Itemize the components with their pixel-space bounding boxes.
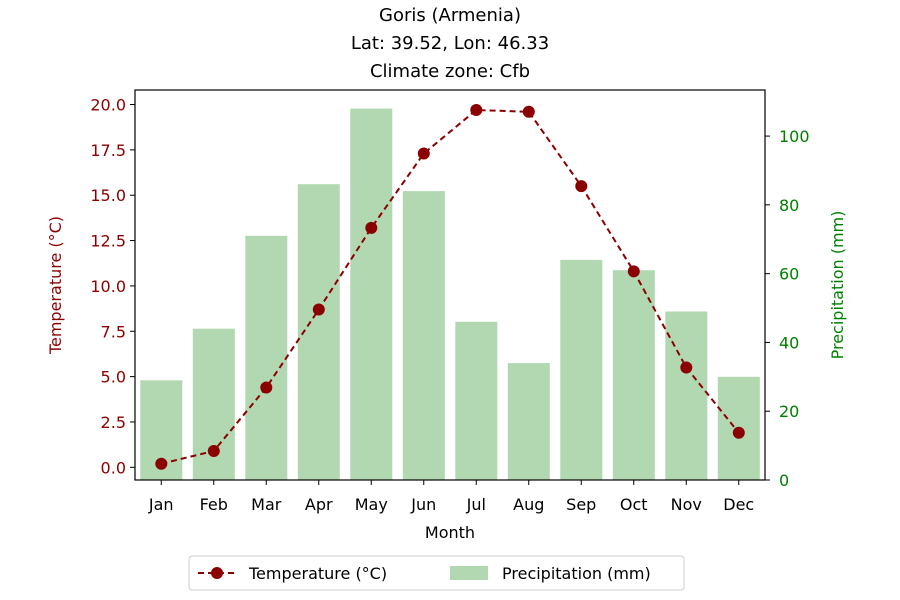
right-y-tick-label-4: 80 bbox=[779, 196, 799, 215]
left-y-tick-label-3: 7.5 bbox=[101, 322, 126, 341]
right-y-tick-label-3: 60 bbox=[779, 265, 799, 284]
x-axis-label: Month bbox=[425, 523, 475, 542]
legend-box bbox=[188, 555, 685, 591]
left-y-tick-label-6: 15.0 bbox=[90, 186, 126, 205]
temperature-point-nov bbox=[680, 361, 693, 374]
left-y-tick-label-1: 2.5 bbox=[101, 413, 126, 432]
chart-title-line-3: Climate zone: Cfb bbox=[370, 61, 530, 82]
right-y-axis: 0 20 40 60 80 100 bbox=[765, 127, 810, 490]
left-y-tick-label-7: 17.5 bbox=[90, 141, 126, 160]
precipitation-bar-jun bbox=[402, 191, 445, 480]
right-y-tick-label-1: 20 bbox=[779, 402, 799, 421]
x-tick-label-jul: Jul bbox=[466, 495, 486, 514]
left-y-tick-label-0: 0.0 bbox=[101, 458, 126, 477]
temperature-point-oct bbox=[627, 265, 640, 278]
temperature-point-may bbox=[365, 221, 378, 234]
chart-title: Goris (Armenia) Lat: 39.52, Lon: 46.33 C… bbox=[351, 5, 549, 82]
legend-precipitation-label: Precipitation (mm) bbox=[502, 564, 651, 583]
legend-temperature-label: Temperature (°C) bbox=[248, 564, 387, 583]
precipitation-bars bbox=[140, 108, 760, 480]
temperature-point-feb bbox=[207, 445, 220, 457]
x-tick-label-oct: Oct bbox=[620, 495, 648, 514]
x-tick-label-feb: Feb bbox=[200, 495, 228, 514]
precipitation-bar-apr bbox=[297, 184, 340, 480]
precipitation-bar-nov bbox=[665, 311, 708, 480]
chart-title-line-1: Goris (Armenia) bbox=[379, 5, 521, 26]
x-tick-label-dec: Dec bbox=[723, 495, 754, 514]
x-tick-label-sep: Sep bbox=[566, 495, 596, 514]
left-y-tick-label-8: 20.0 bbox=[90, 96, 126, 115]
left-y-tick-label-5: 12.5 bbox=[90, 232, 126, 251]
legend: Temperature (°C) Precipitation (mm) bbox=[188, 555, 685, 591]
right-y-tick-label-5: 100 bbox=[779, 127, 810, 146]
temperature-point-jan bbox=[155, 457, 168, 470]
left-y-tick-label-2: 5.0 bbox=[101, 368, 126, 387]
precipitation-bar-feb bbox=[192, 328, 235, 480]
right-y-axis-label: Precipitation (mm) bbox=[828, 211, 847, 360]
temperature-point-apr bbox=[312, 303, 325, 316]
temperature-point-aug bbox=[522, 105, 535, 118]
temperature-line bbox=[155, 104, 745, 470]
x-tick-label-jan: Jan bbox=[148, 495, 174, 514]
precipitation-bar-mar bbox=[245, 235, 288, 480]
temperature-point-sep bbox=[575, 180, 588, 193]
precipitation-bar-jul bbox=[455, 321, 498, 480]
x-tick-label-nov: Nov bbox=[671, 495, 702, 514]
x-tick-label-may: May bbox=[355, 495, 388, 514]
legend-precipitation-swatch-icon bbox=[450, 566, 488, 580]
x-tick-label-aug: Aug bbox=[513, 495, 544, 514]
legend-temperature-marker-icon bbox=[211, 567, 223, 579]
temperature-point-jun bbox=[417, 147, 430, 160]
right-y-tick-label-2: 40 bbox=[779, 333, 799, 352]
left-y-tick-label-4: 10.0 bbox=[90, 277, 126, 296]
x-tick-label-jun: Jun bbox=[410, 495, 436, 514]
x-axis: Jan Feb Mar Apr May Jun Jul Aug Sep Oct Nov Dec bbox=[148, 480, 754, 514]
chart-title-line-2: Lat: 39.52, Lon: 46.33 bbox=[351, 33, 549, 54]
left-y-axis-label: Temperature (°C) bbox=[46, 216, 65, 355]
x-tick-label-mar: Mar bbox=[251, 495, 282, 514]
temperature-point-mar bbox=[260, 381, 273, 394]
right-y-tick-label-0: 0 bbox=[779, 471, 789, 490]
temperature-point-jul bbox=[470, 104, 483, 116]
plot-frame bbox=[134, 89, 766, 481]
precipitation-bar-sep bbox=[560, 259, 603, 480]
precipitation-bar-oct bbox=[612, 270, 655, 480]
temperature-series-line bbox=[161, 108, 740, 465]
precipitation-bar-aug bbox=[507, 363, 550, 480]
left-y-axis: 0.0 2.5 5.0 7.5 10.0 12.5 15.0 17.5 20.0 bbox=[90, 96, 135, 477]
x-tick-label-apr: Apr bbox=[305, 495, 333, 514]
temperature-point-dec bbox=[732, 426, 745, 439]
precipitation-bar-may bbox=[350, 108, 393, 480]
